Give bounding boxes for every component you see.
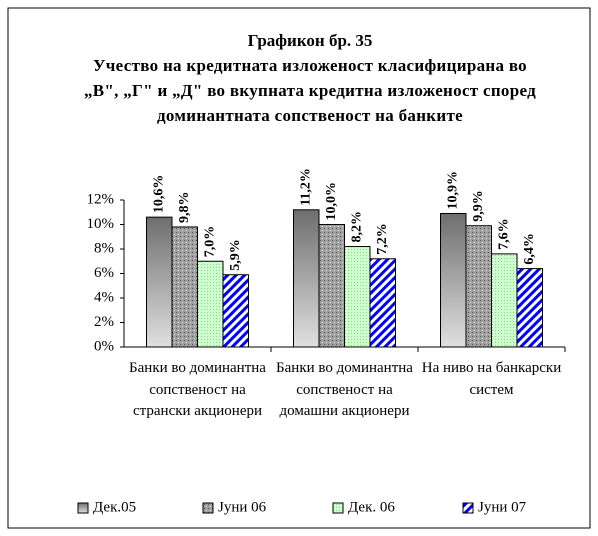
bar	[318, 224, 345, 348]
bar	[344, 246, 371, 348]
bar	[516, 268, 543, 348]
y-tick-label: 4%	[94, 289, 114, 305]
legend-label: Дек. 06	[348, 499, 395, 515]
bar	[440, 212, 467, 348]
legend-swatch	[77, 502, 89, 514]
bar	[146, 216, 173, 348]
y-tick-label: 0%	[94, 338, 114, 354]
data-label: 7,6%	[496, 218, 511, 250]
bar	[171, 226, 198, 348]
legend-swatch	[202, 502, 214, 514]
data-label: 10,6%	[151, 175, 166, 214]
data-label: 6,4%	[522, 233, 537, 265]
chart-subtitle: Учество на кредитната изложеност класифи…	[83, 56, 537, 125]
x-tick-label: Банки во доминантна сопственост на стран…	[129, 360, 266, 419]
data-label: 10,0%	[324, 182, 339, 221]
legend-swatch	[462, 502, 474, 514]
bar	[369, 258, 396, 348]
bar	[293, 209, 320, 348]
legend-label: Дек.05	[93, 499, 136, 515]
legend-label: Јуни 06	[218, 499, 267, 515]
data-label: 9,9%	[471, 190, 486, 222]
x-tick-label: На ниво на банкарски систем	[421, 360, 562, 398]
y-tick-label: 6%	[94, 265, 114, 281]
legend-swatch	[332, 502, 344, 514]
y-tick-label: 8%	[94, 240, 114, 256]
data-label: 5,9%	[228, 239, 243, 271]
data-label: 11,2%	[298, 168, 313, 206]
chart-border	[7, 7, 591, 529]
data-label: 10,9%	[445, 171, 460, 210]
data-label: 7,2%	[375, 223, 390, 255]
x-tick-label: Банки во доминантна сопственост на домаш…	[276, 360, 413, 419]
bar	[465, 225, 492, 348]
bar	[491, 253, 518, 348]
chart-title: Графикон бр. 35	[247, 31, 373, 50]
y-tick-label: 12%	[87, 191, 115, 207]
bar	[222, 274, 249, 348]
bar	[197, 260, 224, 348]
data-label: 9,8%	[177, 191, 192, 223]
data-label: 8,2%	[349, 211, 364, 243]
y-tick-label: 10%	[87, 216, 115, 232]
legend-label: Јуни 07	[478, 499, 527, 515]
data-label: 7,0%	[202, 226, 217, 258]
y-tick-label: 2%	[94, 314, 114, 330]
